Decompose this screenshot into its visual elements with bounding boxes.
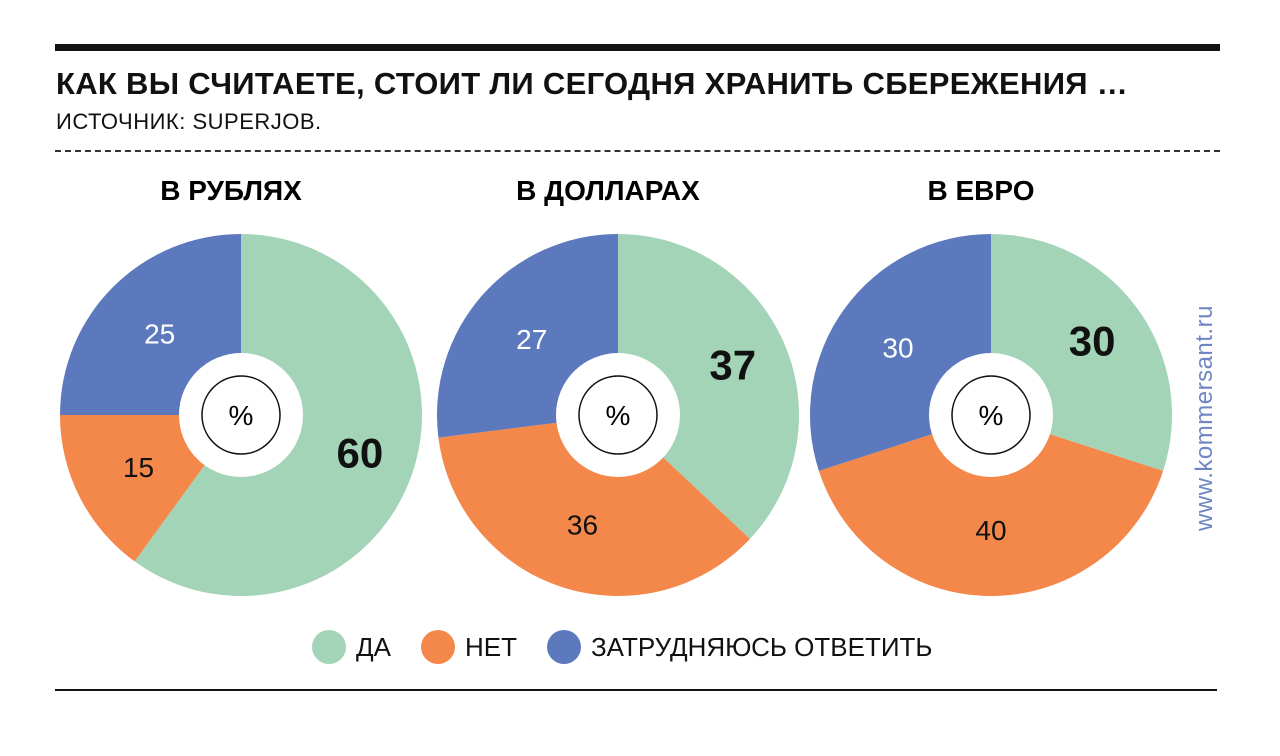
source-note: ИСТОЧНИК: SUPERJOB. <box>56 109 322 134</box>
donut-hole <box>556 353 680 477</box>
pie-title: В РУБЛЯХ <box>160 175 302 206</box>
legend-swatch <box>420 630 455 664</box>
data-label: 60 <box>337 430 384 477</box>
data-label: 40 <box>975 515 1006 546</box>
pie-chart: В ДОЛЛАРАХ 37 36 27% <box>437 175 799 596</box>
pie-slice <box>618 234 799 539</box>
percent-label: % <box>606 400 631 431</box>
legend: ДА НЕТ ЗАТРУДНЯЮСЬ ОТВЕТИТЬ <box>312 630 962 664</box>
percent-ring <box>201 375 281 455</box>
percent-ring <box>951 375 1031 455</box>
pie-chart: В ЕВРО 30 40 30% <box>810 175 1172 597</box>
data-label: 25 <box>144 319 175 350</box>
donut-hole <box>179 353 303 477</box>
chart-title: КАК ВЫ СЧИТАЕТЕ, СТОИТ ЛИ СЕГОДНЯ ХРАНИТ… <box>56 66 1129 101</box>
percent-label: % <box>979 400 1004 431</box>
pie-title: В ДОЛЛАРАХ <box>516 175 700 206</box>
pie-chart: В РУБЛЯХ 60 15 25% <box>60 175 422 596</box>
watermark: www.kommersant.ru <box>1191 305 1218 531</box>
percent-label: % <box>229 400 254 431</box>
pie-slice <box>438 415 750 596</box>
data-label: 30 <box>882 332 913 363</box>
legend-swatch <box>546 630 581 664</box>
legend-item-no: НЕТ <box>420 630 517 664</box>
data-label: 37 <box>709 341 756 388</box>
legend-item-hard-to-say: ЗАТРУДНЯЮСЬ ОТВЕТИТЬ <box>546 630 933 664</box>
data-label: 36 <box>567 509 598 540</box>
legend-swatch <box>312 630 346 664</box>
top-rule <box>55 44 1220 51</box>
legend-item-yes: ДА <box>312 630 391 664</box>
dotted-divider <box>55 150 1220 152</box>
donut-hole <box>929 353 1053 477</box>
legend-label: ДА <box>356 631 391 662</box>
data-label: 30 <box>1069 318 1116 365</box>
data-label: 15 <box>123 452 154 483</box>
pie-title: В ЕВРО <box>928 175 1035 206</box>
data-label: 27 <box>516 324 547 355</box>
percent-ring <box>578 375 658 455</box>
legend-label: ЗАТРУДНЯЮСЬ ОТВЕТИТЬ <box>590 631 933 662</box>
pie-slice <box>60 234 241 415</box>
pie-slice <box>818 415 1164 597</box>
bottom-rule <box>55 689 1217 691</box>
legend-label: НЕТ <box>464 631 517 662</box>
